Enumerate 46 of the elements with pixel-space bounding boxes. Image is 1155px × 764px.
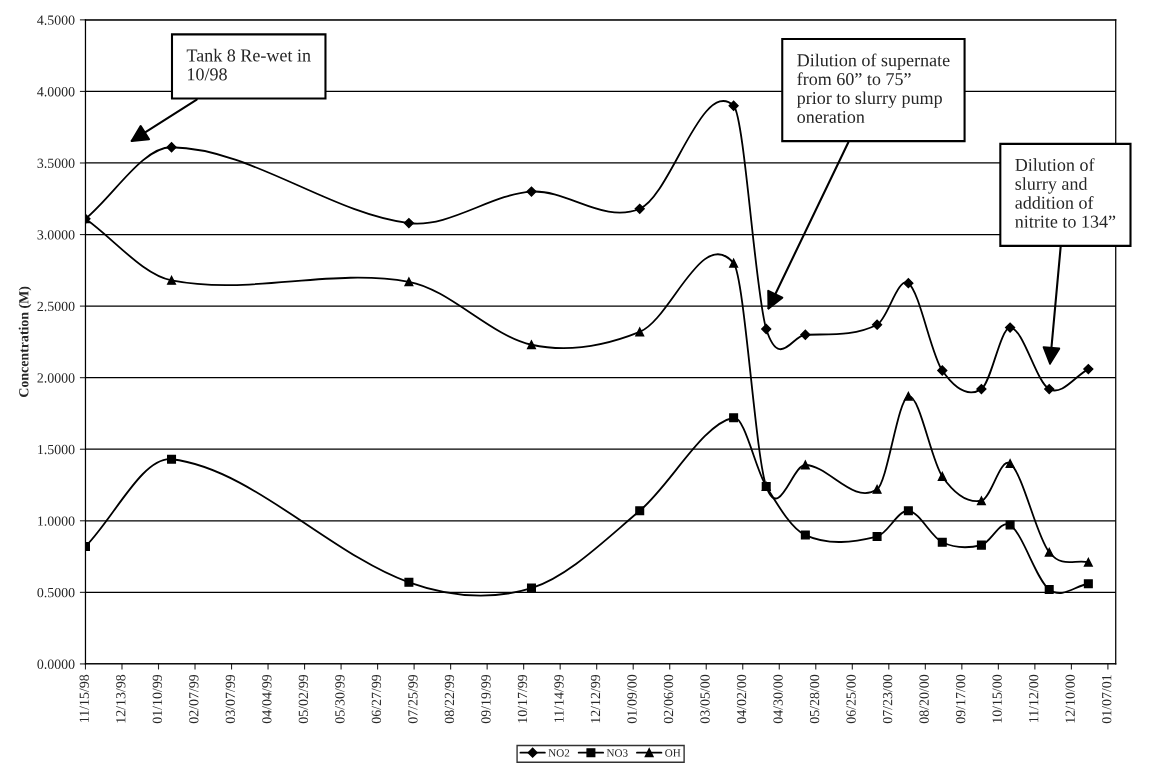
- legend-label: NO3: [606, 749, 628, 757]
- x-tick-label: 08/22/99: [444, 674, 455, 724]
- x-tick-label: 12/12/99: [590, 674, 601, 723]
- annotation: Tank 8 Re-wet in 10/98: [186, 48, 311, 81]
- x-tick-label: 07/23/00: [882, 674, 893, 724]
- y-tick-label: 2.0000: [37, 373, 75, 383]
- x-tick-label: 01/07/01: [1102, 675, 1112, 724]
- x-tick-label: 05/30/99: [335, 674, 345, 724]
- x-tick-label: 10/17/99: [517, 674, 528, 723]
- x-tick-label: 03/07/99: [225, 674, 236, 724]
- x-tick-label: 06/25/00: [846, 674, 856, 724]
- x-tick-label: 10/15/00: [992, 674, 1002, 723]
- x-tick-label: 05/28/00: [809, 674, 820, 724]
- y-tick-label: 3.0000: [37, 230, 75, 240]
- annotation: Dilution of supernate from 60” to 75” prior to slurry pump oneration: [796, 53, 950, 124]
- y-tick-label: 0.5000: [37, 587, 75, 598]
- x-tick-label: 02/06/00: [663, 674, 674, 724]
- x-tick-label: 04/02/00: [736, 674, 747, 724]
- legend-label: OH: [665, 749, 681, 757]
- y-tick-label: 1.0000: [38, 516, 75, 526]
- x-tick-label: 12/13/98: [116, 674, 126, 723]
- x-tick-label: 11/15/98: [79, 674, 89, 722]
- x-tick-label: 09/19/99: [481, 674, 491, 724]
- x-tick-label: 06/27/99: [371, 674, 382, 724]
- x-tick-label: 11/14/99: [554, 674, 564, 722]
- x-tick-label: 08/20/00: [919, 674, 929, 724]
- y-tick-label: 4.5000: [37, 15, 75, 25]
- x-tick-label: 04/04/99: [262, 674, 272, 724]
- x-tick-label: 11/12/00: [1028, 674, 1039, 722]
- y-tick-label: 2.5000: [37, 301, 75, 312]
- y-tick-label: 1.5000: [38, 444, 75, 455]
- x-tick-label: 03/05/00: [700, 674, 710, 724]
- y-tick-label: 0.0000: [37, 659, 75, 669]
- legend-label: NO2: [548, 749, 570, 757]
- x-tick-label: 07/25/99: [408, 674, 418, 724]
- y-tick-label: 3.5000: [37, 158, 75, 168]
- x-tick-label: 02/07/99: [189, 674, 199, 724]
- y-tick-label: 4.0000: [37, 87, 75, 97]
- x-tick-label: 05/02/99: [298, 674, 309, 724]
- x-tick-label: 09/17/00: [955, 674, 966, 724]
- x-tick-label: 04/30/00: [773, 674, 783, 724]
- x-tick-label: 01/09/00: [627, 674, 637, 724]
- x-tick-label: 01/10/99: [152, 674, 162, 724]
- y-axis-title: Concentration (M): [18, 286, 32, 397]
- x-tick-label: 12/10/00: [1065, 674, 1075, 723]
- annotation: Dilution of slurry and addition of nitrite to 134”: [1015, 158, 1116, 228]
